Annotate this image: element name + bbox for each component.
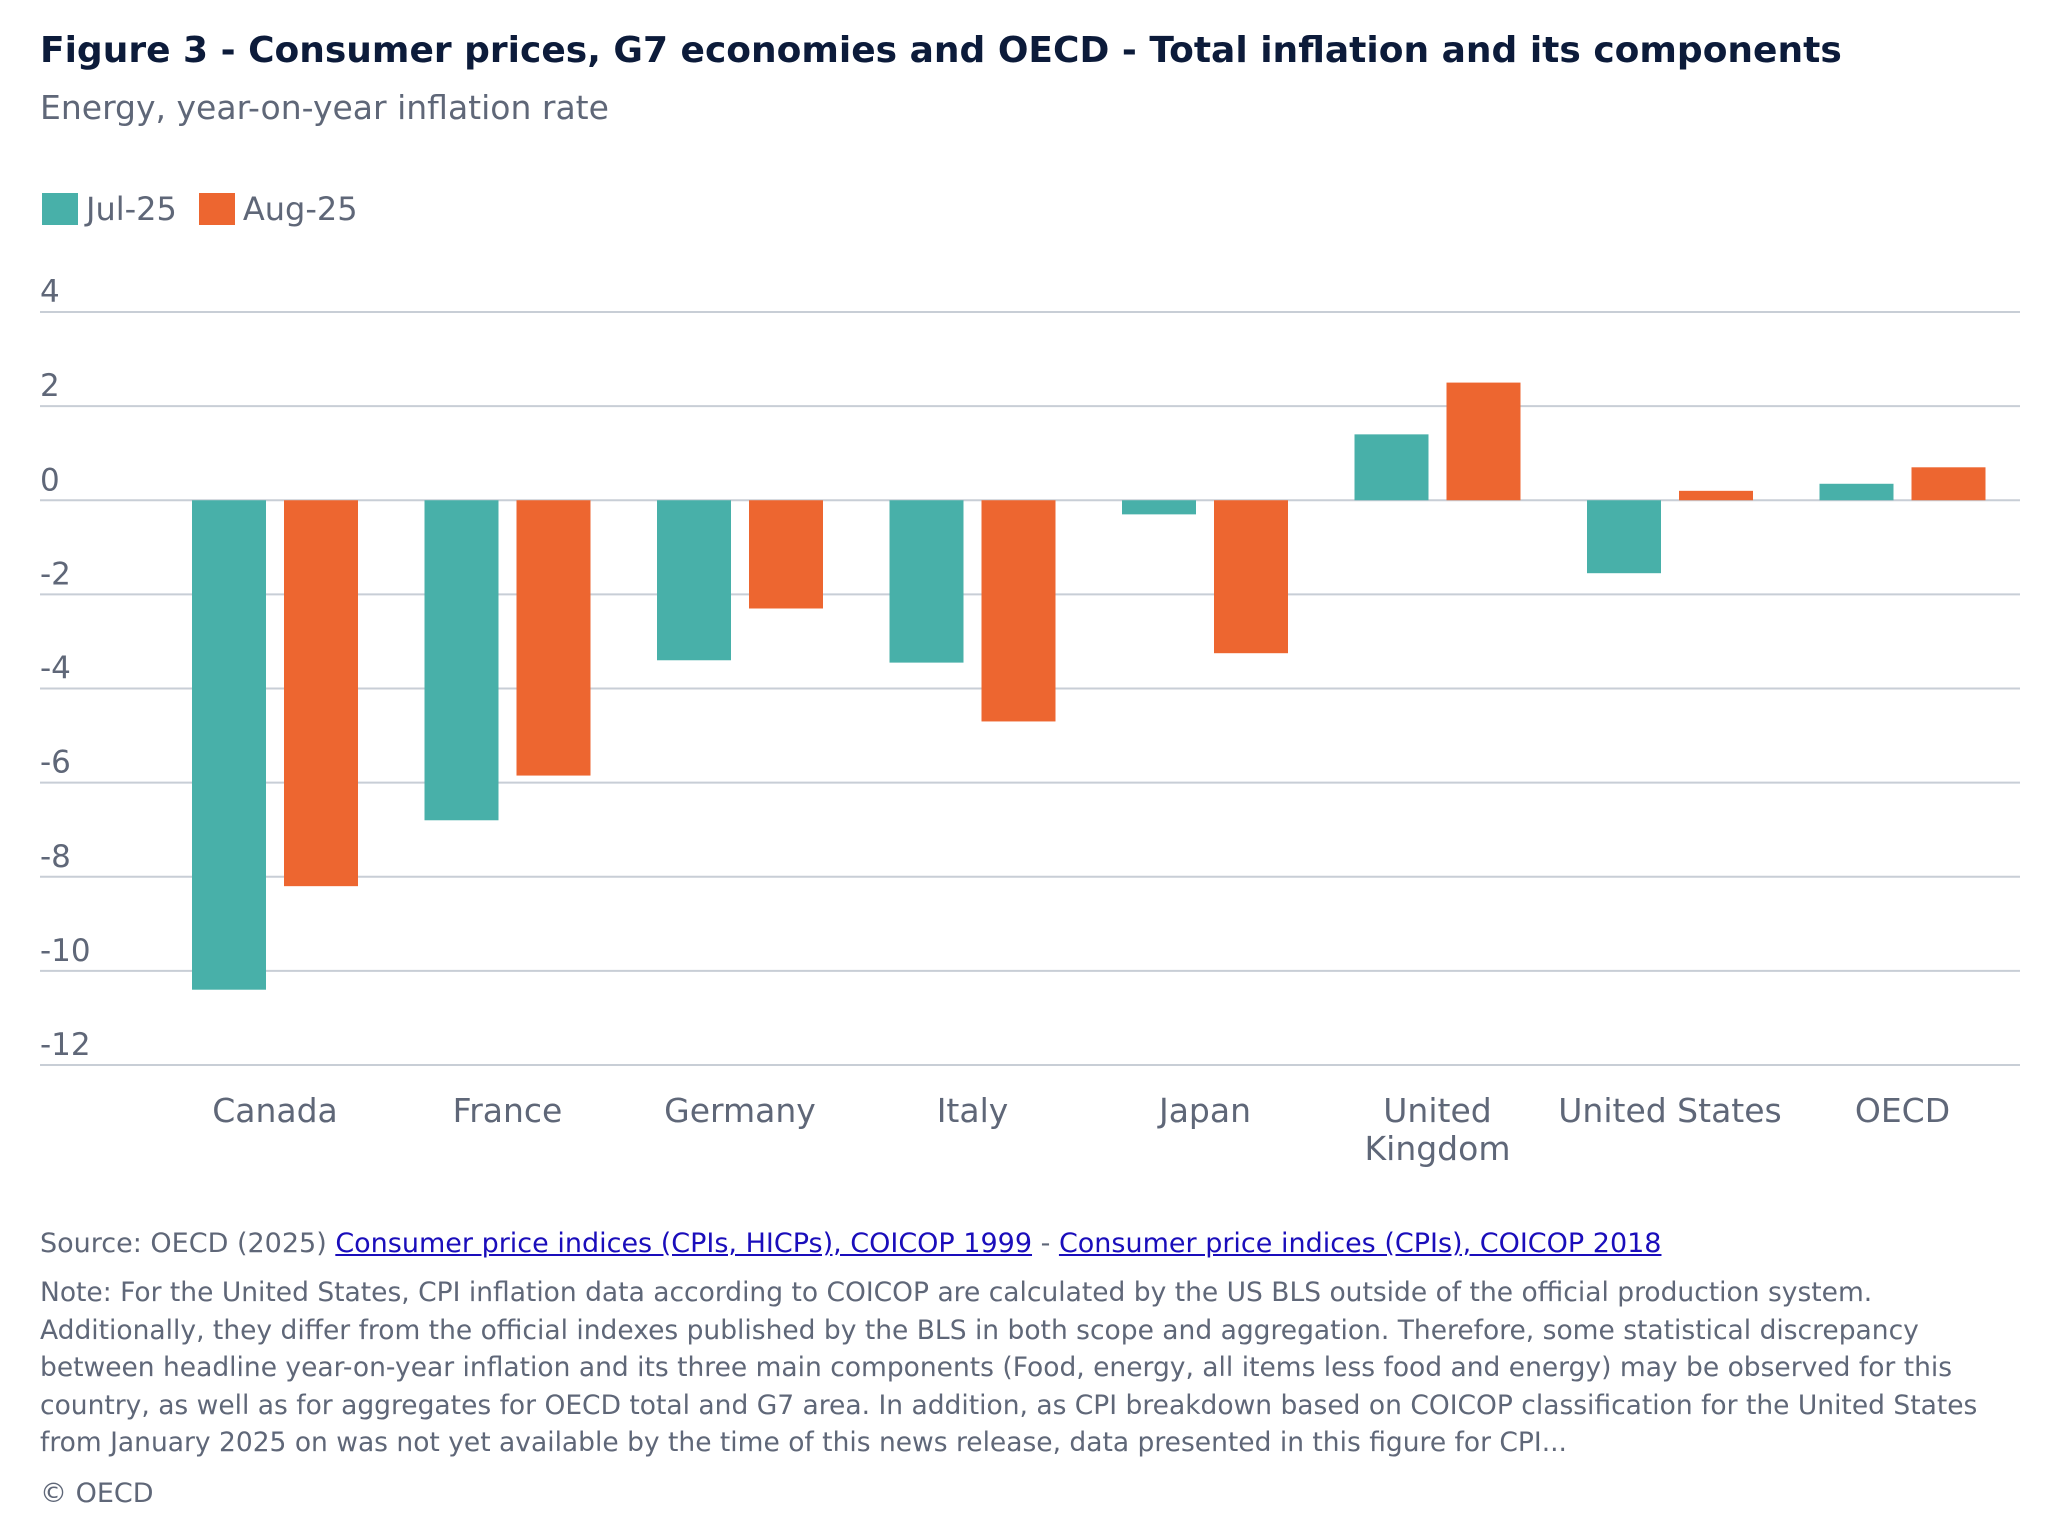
y-tick-label: 0 <box>40 462 60 498</box>
bar-jul-25-united-states[interactable] <box>1587 500 1661 574</box>
bar-aug-25-germany[interactable] <box>749 500 823 609</box>
source-link-coicop-2018[interactable]: Consumer price indices (CPIs), COICOP 20… <box>1058 1228 1662 1259</box>
x-tick-label-united-kingdom: United Kingdom <box>1365 1091 1511 1168</box>
x-tick-label-france: France <box>453 1091 563 1130</box>
source-prefix: Source: OECD (2025) <box>40 1228 336 1259</box>
note-text: Note: For the United States, CPI inflati… <box>40 1277 1978 1458</box>
y-tick-label: -4 <box>40 651 71 687</box>
bar-jul-25-france[interactable] <box>424 500 499 821</box>
chart-subtitle: Energy, year-on-year inflation rate <box>40 88 609 127</box>
bar-jul-25-canada[interactable] <box>192 500 266 990</box>
bar-aug-25-united-states[interactable] <box>1679 490 1753 501</box>
x-tick-label-japan: Japan <box>1157 1091 1251 1130</box>
source-line: Source: OECD (2025) Consumer price indic… <box>40 1228 1661 1259</box>
legend-swatch-aug-25 <box>198 193 235 225</box>
y-tick-label: -2 <box>40 556 71 592</box>
y-tick-label: -10 <box>40 933 91 969</box>
y-tick-label: 4 <box>40 274 60 310</box>
x-tick-label-united-states: United States <box>1558 1091 1781 1130</box>
y-tick-label: -6 <box>40 745 71 781</box>
copyright: © OECD <box>40 1478 154 1509</box>
legend-swatch-jul-25 <box>42 193 78 225</box>
y-tick-label: -12 <box>40 1027 91 1063</box>
legend-label-aug-25: Aug-25 <box>242 190 358 228</box>
bar-jul-25-japan[interactable] <box>1122 500 1196 515</box>
legend-item-jul-25[interactable]: Jul-25 <box>42 190 177 228</box>
legend-item-aug-25[interactable]: Aug-25 <box>198 190 358 228</box>
bar-aug-25-france[interactable] <box>516 500 591 776</box>
bar-jul-25-oecd[interactable] <box>1819 483 1894 501</box>
chart-plot-area: 4 2 0 -2 -4 -6 -8 -10 -12 Canada France Germany Ital… <box>40 274 2020 1168</box>
bar-aug-25-italy[interactable] <box>981 500 1056 722</box>
source-separator: - <box>1032 1228 1059 1259</box>
bar-aug-25-canada[interactable] <box>284 500 358 887</box>
x-tick-label-italy: Italy <box>937 1091 1009 1130</box>
x-tick-label-oecd: OECD <box>1855 1091 1950 1130</box>
y-tick-label: 2 <box>40 368 60 404</box>
bar-jul-25-united-kingdom[interactable] <box>1354 434 1429 501</box>
legend: Jul-25 Aug-25 <box>42 190 380 228</box>
x-tick-label-canada: Canada <box>212 1091 338 1130</box>
bar-jul-25-italy[interactable] <box>889 500 964 663</box>
bar-aug-25-japan[interactable] <box>1214 500 1288 654</box>
chart-title: Figure 3 - Consumer prices, G7 economies… <box>40 30 1842 71</box>
bar-aug-25-oecd[interactable] <box>1911 467 1986 501</box>
y-tick-label: -8 <box>40 839 71 875</box>
bar-aug-25-united-kingdom[interactable] <box>1446 382 1521 501</box>
x-tick-label-germany: Germany <box>664 1091 816 1130</box>
legend-label-jul-25: Jul-25 <box>86 190 177 228</box>
bar-jul-25-germany[interactable] <box>657 500 731 661</box>
source-link-coicop-1999[interactable]: Consumer price indices (CPIs, HICPs), CO… <box>335 1228 1033 1259</box>
